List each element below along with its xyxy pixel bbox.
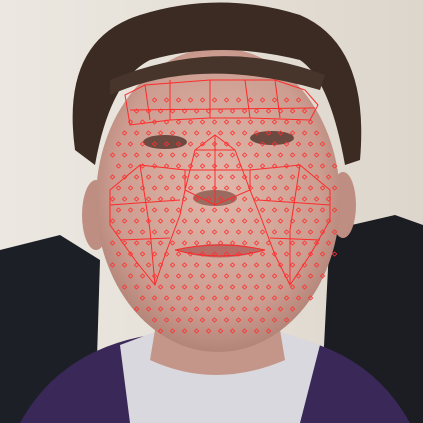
photo <box>0 0 423 423</box>
page: (() => { JSON.parse(document.getElementB… <box>0 0 423 423</box>
eye-left <box>143 135 187 149</box>
